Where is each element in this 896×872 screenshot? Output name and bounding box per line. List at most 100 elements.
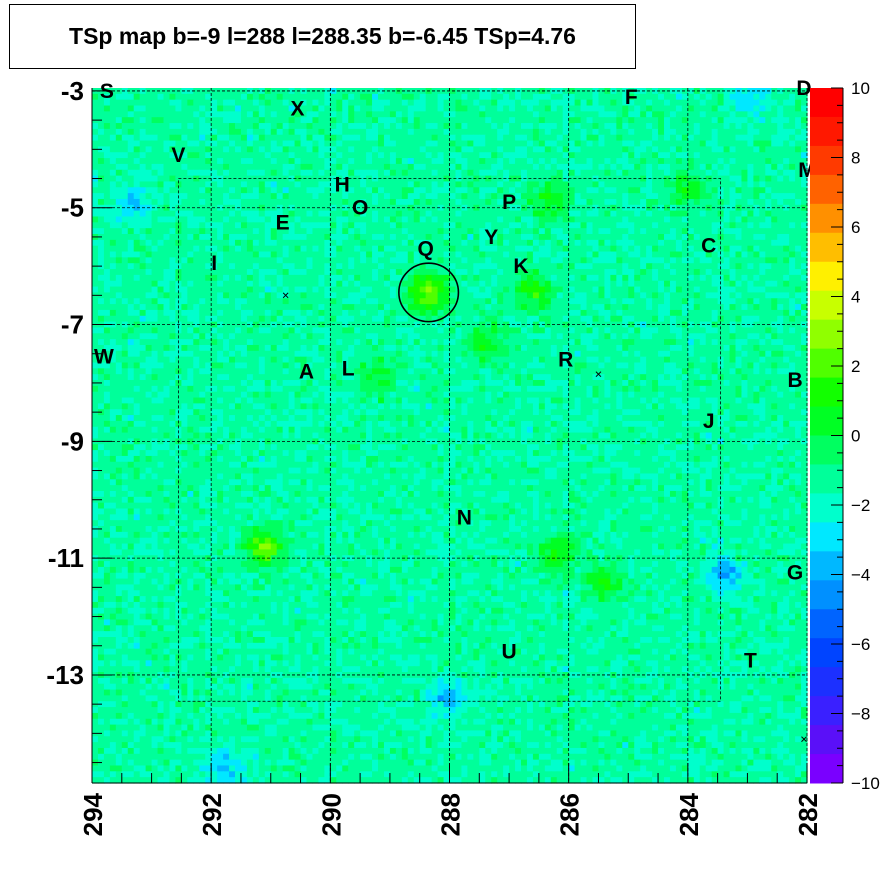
heatmap-cell — [300, 269, 308, 276]
heatmap-cell — [723, 309, 731, 317]
heatmap-cell — [324, 134, 331, 142]
heatmap-cell — [300, 210, 308, 218]
heatmap-cell — [175, 251, 182, 258]
heatmap-cell — [383, 315, 391, 323]
heatmap-cell — [312, 210, 320, 218]
heatmap-cell — [592, 245, 600, 253]
heatmap-cell — [252, 187, 260, 194]
heatmap-cell — [246, 239, 254, 247]
heatmap-cell — [431, 309, 439, 317]
heatmap-cell — [187, 181, 194, 188]
heatmap-cell — [664, 210, 671, 218]
heatmap-cell — [378, 158, 385, 165]
heatmap-cell — [133, 123, 141, 130]
heatmap-cell — [425, 123, 433, 130]
heatmap-cell — [437, 286, 445, 294]
heatmap-cell — [282, 99, 290, 107]
heatmap-cell — [437, 216, 445, 223]
heatmap-cell — [115, 222, 123, 229]
heatmap-cell — [538, 193, 546, 200]
heatmap-cell — [681, 204, 689, 212]
heatmap-cell — [664, 216, 671, 223]
heatmap-cell — [366, 117, 373, 124]
heatmap-cell — [741, 274, 749, 282]
heatmap-cell — [765, 263, 772, 270]
heatmap-cell — [235, 99, 242, 107]
heatmap-cell — [342, 128, 349, 136]
heatmap-cell — [687, 152, 695, 159]
heatmap-cell — [515, 239, 522, 247]
heatmap-cell — [401, 128, 409, 136]
heatmap-cell — [485, 134, 492, 142]
heatmap-cell — [729, 128, 737, 136]
heatmap-cell — [515, 274, 522, 282]
heatmap-cell — [354, 193, 361, 200]
heatmap-cell — [383, 169, 391, 177]
heatmap-cell — [425, 93, 433, 101]
heatmap-cell — [723, 123, 731, 130]
heatmap-cell — [92, 198, 99, 206]
heatmap-cell — [711, 193, 719, 200]
heatmap-cell — [669, 251, 677, 258]
heatmap-cell — [151, 123, 159, 130]
heatmap-cell — [455, 193, 463, 200]
heatmap-cell — [312, 152, 320, 159]
heatmap-cell — [294, 234, 302, 241]
heatmap-cell — [419, 286, 427, 294]
heatmap-cell — [252, 134, 260, 142]
heatmap-cell — [789, 222, 796, 229]
heatmap-cell — [92, 251, 99, 258]
heatmap-cell — [425, 292, 433, 299]
heatmap-cell — [342, 327, 349, 334]
heatmap-cell — [681, 181, 689, 188]
heatmap-cell — [699, 99, 707, 107]
heatmap-cell — [258, 216, 266, 223]
heatmap-cell — [383, 187, 391, 194]
heatmap-cell — [413, 327, 421, 334]
heatmap-cell — [586, 274, 594, 282]
heatmap-cell — [580, 169, 588, 177]
heatmap-cell — [300, 163, 308, 171]
heatmap-cell — [669, 193, 677, 200]
heatmap-cell — [628, 187, 635, 194]
heatmap-cell — [479, 99, 486, 107]
heatmap-cell — [580, 158, 588, 165]
heatmap-cell — [288, 234, 296, 241]
heatmap-cell — [336, 298, 343, 305]
heatmap-cell — [348, 228, 355, 235]
heatmap-cell — [461, 99, 468, 107]
heatmap-cell — [157, 298, 165, 305]
heatmap-cell — [121, 210, 129, 218]
heatmap-cell — [646, 257, 653, 264]
heatmap-cell — [753, 193, 760, 200]
heatmap-cell — [264, 128, 272, 136]
heatmap-cell — [354, 222, 361, 229]
heatmap-cell — [479, 309, 486, 317]
heatmap-cell — [652, 315, 659, 323]
heatmap-cell — [181, 117, 188, 124]
heatmap-cell — [407, 327, 415, 334]
heatmap-cell — [497, 292, 504, 299]
heatmap-cell — [235, 117, 242, 124]
heatmap-cell — [378, 193, 385, 200]
heatmap-cell — [634, 175, 641, 183]
heatmap-cell — [229, 239, 236, 247]
heatmap-cell — [658, 286, 665, 294]
heatmap-cell — [324, 140, 331, 147]
heatmap-cell — [729, 123, 737, 130]
heatmap-cell — [538, 257, 546, 264]
heatmap-cell — [252, 222, 260, 229]
heatmap-cell — [622, 111, 629, 118]
heatmap-cell — [121, 140, 129, 147]
heatmap-cell — [622, 228, 629, 235]
heatmap-cell — [425, 128, 433, 136]
heatmap-cell — [747, 117, 754, 124]
heatmap-cell — [616, 210, 623, 218]
heatmap-cell — [497, 198, 504, 206]
heatmap-cell — [723, 93, 731, 101]
heatmap-cell — [783, 228, 790, 235]
heatmap-cell — [270, 210, 278, 218]
heatmap-cell — [556, 269, 564, 276]
heatmap-cell — [235, 134, 242, 142]
heatmap-cell — [574, 216, 582, 223]
